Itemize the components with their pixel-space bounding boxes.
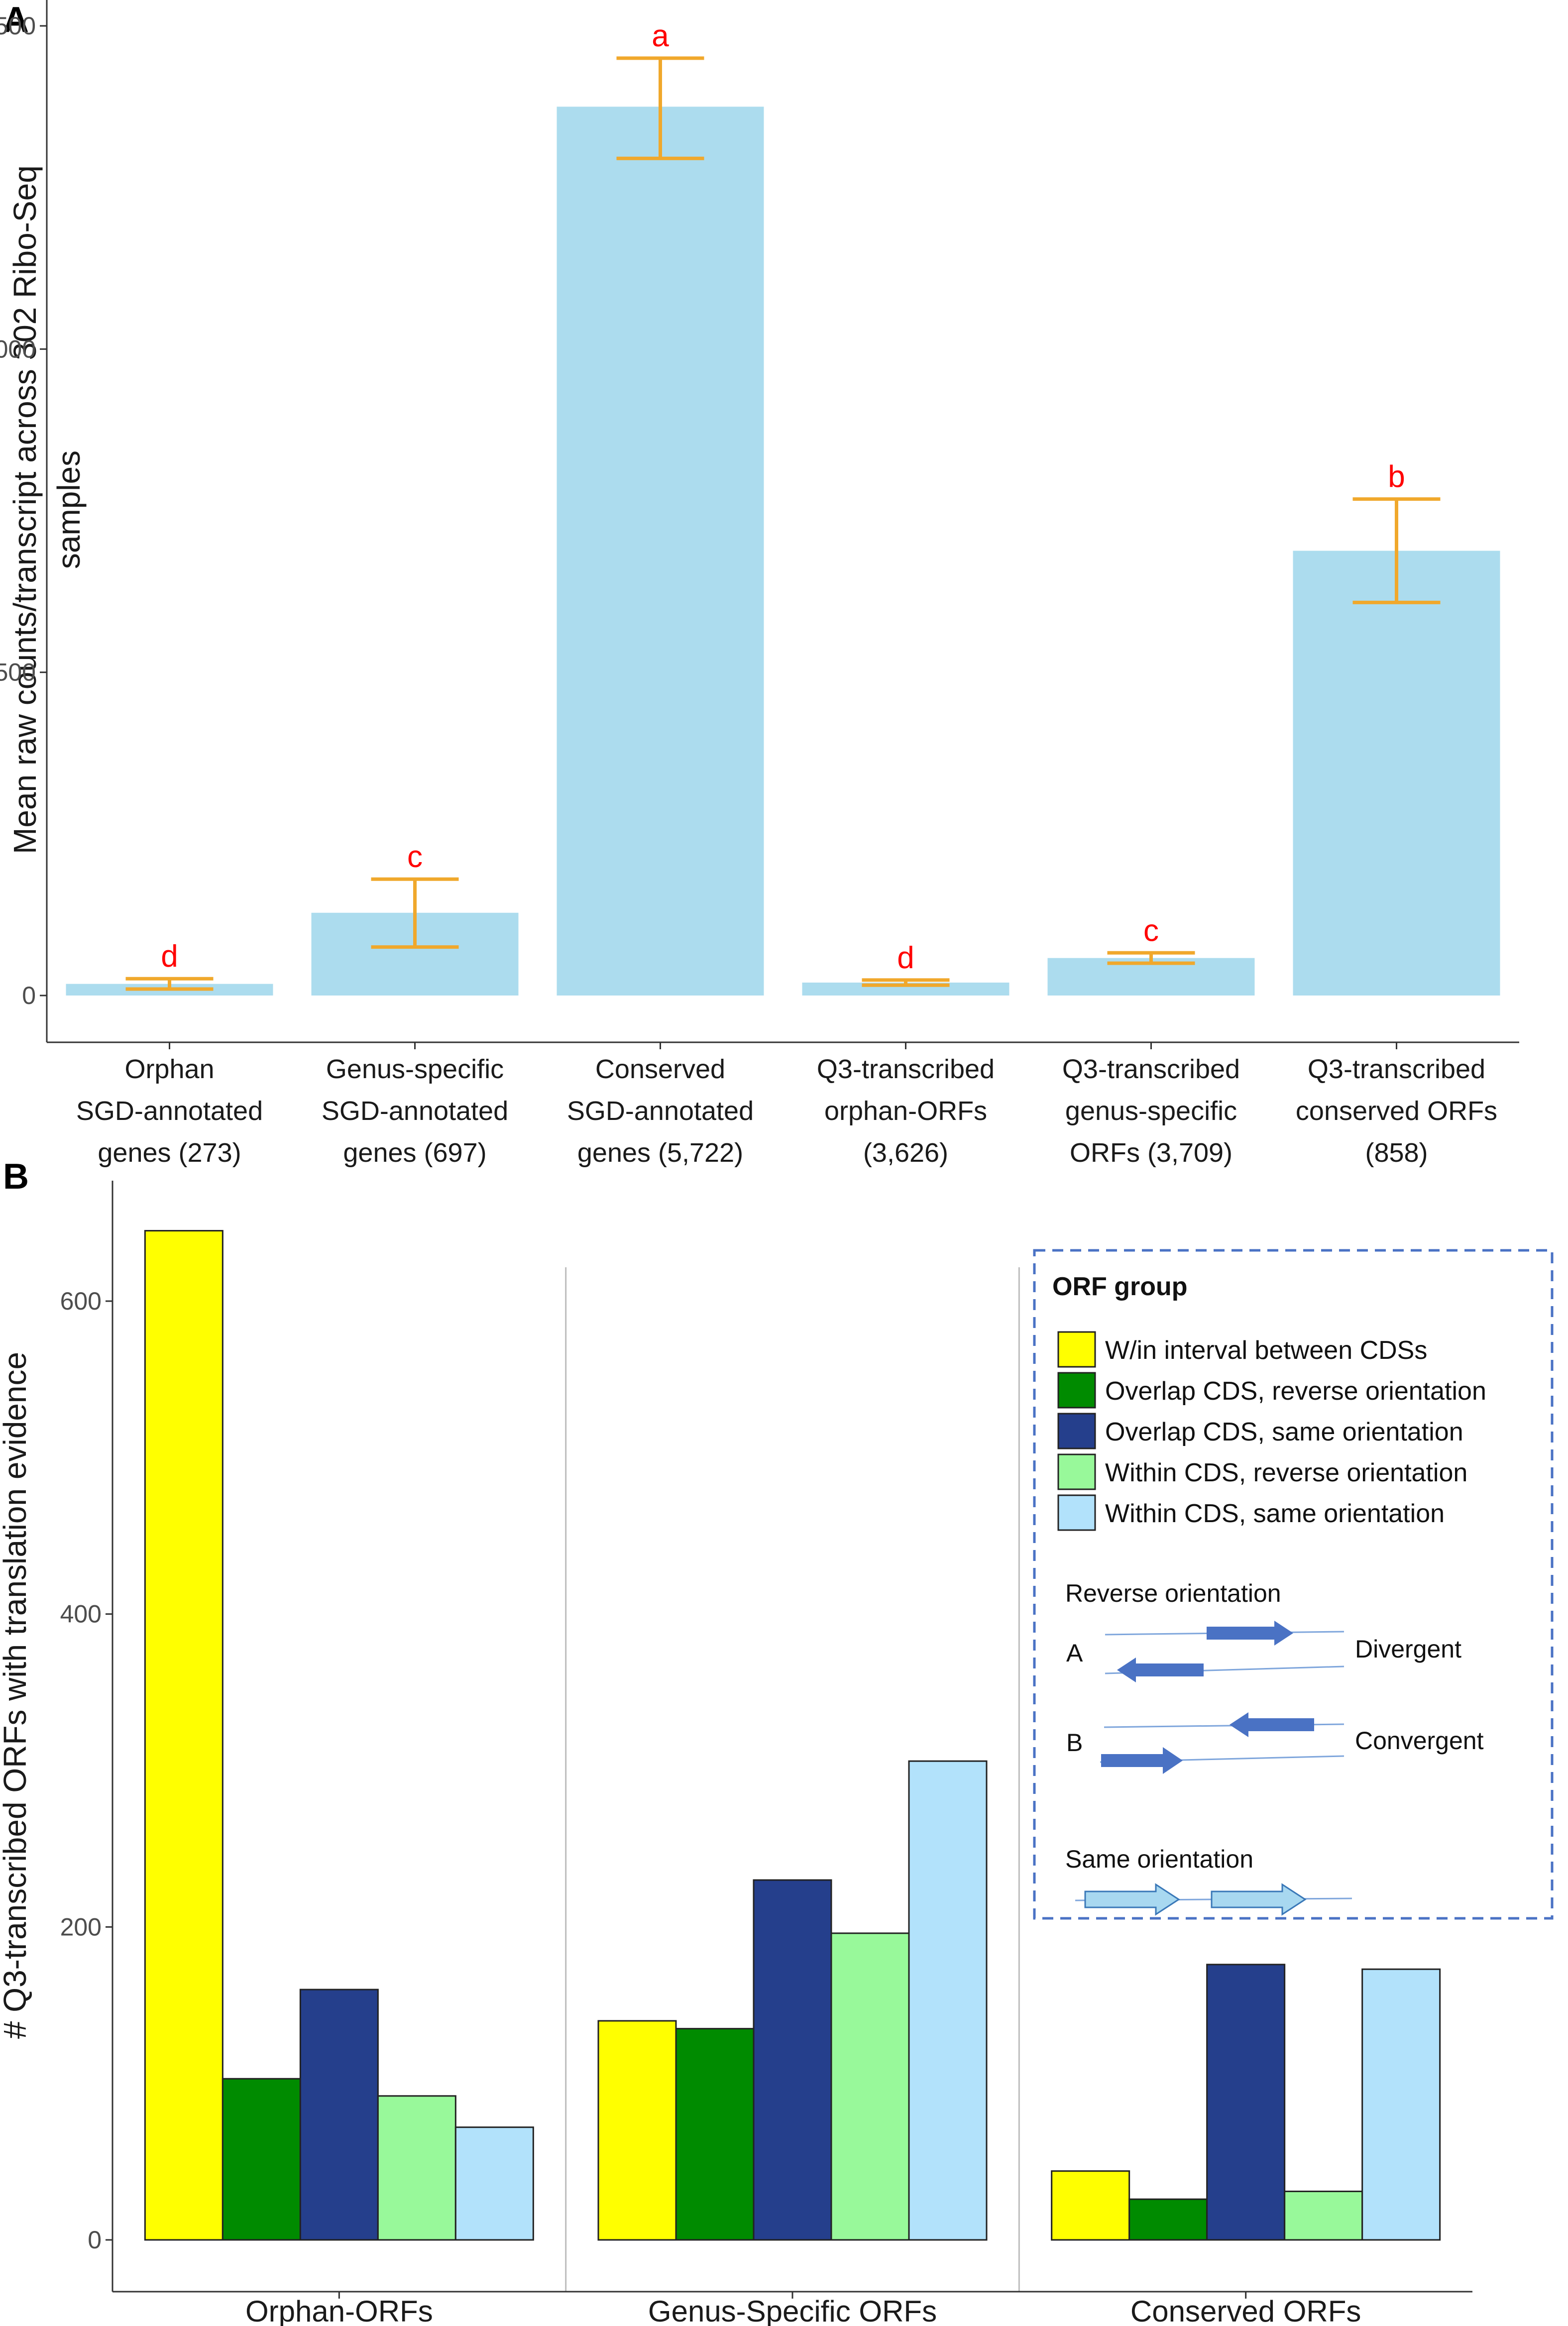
- panel-b-bar: [1206, 1964, 1286, 2241]
- case-a-label: Divergent: [1355, 1635, 1461, 1663]
- panel-b-y-axis-title: # Q3-transcribed ORFs with translation e…: [0, 1352, 33, 2039]
- legend: ORF group W/in interval between CDSs Over…: [1033, 1249, 1554, 1920]
- panel-b-bar: [675, 2028, 755, 2241]
- panel-b-letter: B: [3, 1157, 29, 1197]
- same-orientation-title: Same orientation: [1065, 1845, 1253, 1873]
- legend-swatch: [1057, 1494, 1096, 1531]
- divergent-arrow-left-icon: [1117, 1658, 1204, 1682]
- panel-b-category-label: Conserved ORFs: [1130, 2295, 1361, 2326]
- panel-a: A Mean raw counts/transcript across 302 …: [0, 0, 1519, 1168]
- panel-a-category-label: SGD-annotated: [567, 1096, 754, 1126]
- panel-b-bar: [454, 2126, 534, 2241]
- panel-a-category-label: Q3-transcribed: [1062, 1054, 1240, 1084]
- panel-a-y-tick-label: 1500: [0, 12, 36, 40]
- legend-label: W/in interval between CDSs: [1105, 1336, 1427, 1365]
- legend-label: Within CDS, same orientation: [1105, 1499, 1445, 1528]
- reverse-orientation-title: Reverse orientation: [1065, 1579, 1281, 1607]
- panel-a-category-label: ORFs (3,709): [1070, 1138, 1232, 1168]
- panel-a-bars: d c a d c b: [66, 19, 1500, 996]
- legend-items: W/in interval between CDSs Overlap CDS, r…: [1057, 1331, 1486, 1531]
- convergent-arrow-right-icon: [1101, 1747, 1183, 1774]
- panel-a-category-label: Q3-transcribed: [817, 1054, 995, 1084]
- panel-b-y-tick-label: 0: [88, 2226, 102, 2254]
- panel-a-letter: A: [3, 0, 29, 40]
- panel-a-y-tick-label: 500: [0, 659, 36, 686]
- panel-a-y-tick-label: 1000: [0, 335, 36, 363]
- panel-a-significance-letter: a: [652, 19, 669, 53]
- panel-a-category-label: (858): [1365, 1138, 1428, 1168]
- panel-b-bar: [908, 1760, 988, 2241]
- panel-a-category-labels: Orphan SGD-annotated genes (273) Genus-spec…: [76, 1054, 1497, 1168]
- panel-a-axes: 0 500 1000 1500: [0, 0, 1519, 1049]
- case-b-label: Convergent: [1355, 1727, 1484, 1755]
- panel-b-bar: [1361, 1968, 1441, 2241]
- panel-a-category-label: conserved ORFs: [1296, 1096, 1497, 1126]
- panel-a-category-label: orphan-ORFs: [824, 1096, 987, 1126]
- panel-b-bar: [597, 2020, 677, 2241]
- panel-a-category-label: Q3-transcribed: [1308, 1054, 1485, 1084]
- panel-a-bar: [1293, 551, 1500, 996]
- same-orientation-arrow-2-icon: [1211, 1883, 1307, 1916]
- panel-a-category-label: SGD-annotated: [76, 1096, 263, 1126]
- panel-a-significance-letter: c: [1143, 913, 1159, 948]
- panel-a-category-label: genes (697): [343, 1138, 486, 1168]
- convergent-arrow-left-icon: [1230, 1712, 1314, 1737]
- panel-a-category-label: SGD-annotated: [322, 1096, 508, 1126]
- panel-a-category-label: Conserved: [595, 1054, 725, 1084]
- panel-b-bar: [1128, 2198, 1208, 2241]
- legend-label: Overlap CDS, reverse orientation: [1105, 1377, 1486, 1406]
- case-b-letter: B: [1066, 1729, 1083, 1757]
- panel-b-bar: [830, 1932, 910, 2241]
- panel-b-bar: [222, 2078, 301, 2241]
- panel-a-significance-letter: d: [897, 941, 914, 975]
- legend-swatch: [1057, 1372, 1096, 1409]
- legend-swatch: [1057, 1331, 1096, 1368]
- panel-a-category-label: genes (273): [98, 1138, 241, 1168]
- orientation-schematic: Reverse orientation A Divergent B Conver…: [1065, 1579, 1484, 1916]
- panel-a-y-axis-title-line-1: Mean raw counts/transcript across 302 Ri…: [7, 165, 43, 854]
- panel-b-bar: [1284, 2191, 1363, 2241]
- panel-b-bar: [753, 1879, 832, 2241]
- panel-b-axes: 0 200 400 600: [60, 1181, 1472, 2299]
- panel-a-significance-letter: d: [161, 939, 178, 974]
- panel-a-category-label: Orphan: [124, 1054, 214, 1084]
- panel-b-y-tick-label: 600: [60, 1287, 102, 1315]
- panel-b-category-label: Genus-Specific ORFs: [648, 2295, 937, 2326]
- panel-a-bar: [557, 107, 764, 996]
- panel-a-y-axis-title-line-2: samples: [51, 450, 87, 569]
- panel-b-bar: [1051, 2170, 1130, 2241]
- legend-swatch: [1057, 1453, 1096, 1490]
- panel-b-y-tick-label: 400: [60, 1600, 102, 1628]
- panel-a-y-tick-label: 0: [22, 982, 36, 1009]
- panel-b-y-tick-label: 200: [60, 1913, 102, 1941]
- panel-b-bars: [144, 1230, 1441, 2292]
- panel-a-category-label: Genus-specific: [326, 1054, 504, 1084]
- panel-a-category-label: genus-specific: [1065, 1096, 1237, 1126]
- panel-b-category-labels: Orphan-ORFs Genus-Specific ORFs Conserved …: [245, 2295, 1361, 2326]
- panel-a-significance-letter: c: [407, 840, 423, 874]
- panel-b-bar: [299, 1989, 379, 2241]
- case-a-letter: A: [1066, 1639, 1083, 1667]
- panel-a-y-axis-title: Mean raw counts/transcript across 302 Ri…: [7, 165, 87, 854]
- same-orientation-arrow-1-icon: [1084, 1883, 1180, 1916]
- panel-b-bar: [377, 2095, 456, 2241]
- divergent-arrow-right-icon: [1207, 1621, 1293, 1646]
- panel-b-bar: [144, 1230, 224, 2241]
- panel-a-category-label: (3,626): [863, 1138, 948, 1168]
- panel-b-category-label: Orphan-ORFs: [245, 2295, 433, 2326]
- panel-a-significance-letter: b: [1388, 460, 1405, 494]
- legend-border: [1033, 1249, 1554, 1920]
- legend-label: Overlap CDS, same orientation: [1105, 1418, 1463, 1446]
- legend-label: Within CDS, reverse orientation: [1105, 1458, 1467, 1487]
- legend-title: ORF group: [1052, 1272, 1188, 1301]
- legend-swatch: [1057, 1413, 1096, 1449]
- panel-b: B # Q3-transcribed ORFs with translation…: [0, 1157, 1554, 2326]
- panel-a-category-label: genes (5,722): [577, 1138, 743, 1168]
